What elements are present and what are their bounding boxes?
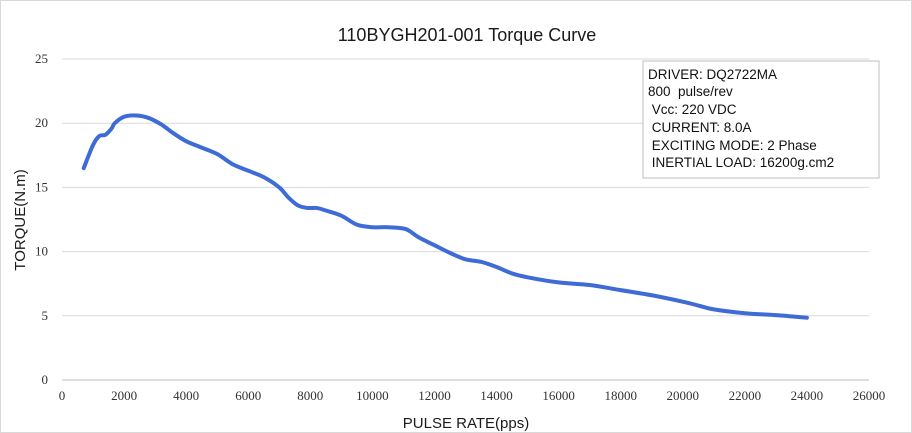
data-point xyxy=(262,175,266,179)
data-point xyxy=(401,226,405,230)
y-tick-label: 10 xyxy=(35,244,48,259)
x-tick-label: 24000 xyxy=(791,388,824,403)
info-driver: DRIVER: DQ2722MA xyxy=(648,67,777,82)
data-point xyxy=(277,185,281,189)
data-point xyxy=(134,113,138,117)
data-point xyxy=(370,225,374,229)
data-point xyxy=(557,280,561,284)
data-point xyxy=(386,225,390,229)
data-point xyxy=(712,307,716,311)
data-point xyxy=(172,131,176,135)
data-point xyxy=(510,271,514,275)
x-tick-label: 6000 xyxy=(235,388,261,403)
data-point xyxy=(464,257,468,261)
data-point xyxy=(159,122,163,126)
data-point xyxy=(355,223,359,227)
info-box-border xyxy=(642,60,880,179)
x-tick-label: 16000 xyxy=(542,388,575,403)
y-tick-label: 0 xyxy=(42,372,49,387)
x-tick-label: 14000 xyxy=(480,388,513,403)
info-current: CURRENT: 8.0A xyxy=(648,120,752,135)
data-point xyxy=(774,313,778,317)
data-point xyxy=(408,229,412,233)
x-tick-label: 4000 xyxy=(173,388,199,403)
data-point xyxy=(696,304,700,308)
data-point xyxy=(479,260,483,264)
x-tick-label: 10000 xyxy=(356,388,389,403)
data-point xyxy=(432,243,436,247)
data-point xyxy=(97,134,101,138)
y-tick-label: 25 xyxy=(35,51,48,66)
y-tick-label: 15 xyxy=(35,179,48,194)
data-point xyxy=(650,293,654,297)
data-point xyxy=(122,115,126,119)
data-point xyxy=(103,133,107,137)
data-point xyxy=(200,146,204,150)
x-tick-label: 20000 xyxy=(667,388,700,403)
data-point xyxy=(82,166,86,170)
data-point xyxy=(231,162,235,166)
info-vcc: Vcc: 220 VDC xyxy=(648,102,737,117)
y-tick-labels: 0 5 10 15 20 25 xyxy=(35,51,48,387)
data-point xyxy=(91,143,95,147)
data-point xyxy=(215,152,219,156)
data-point xyxy=(324,209,328,213)
data-point xyxy=(246,169,250,173)
y-axis-title: TORQUE(N.m) xyxy=(12,169,29,270)
data-point xyxy=(147,116,151,120)
x-tick-label: 0 xyxy=(59,388,66,403)
data-point xyxy=(743,311,747,315)
data-point xyxy=(339,214,343,218)
data-point xyxy=(417,235,421,239)
x-tick-label: 18000 xyxy=(604,388,637,403)
data-point xyxy=(184,139,188,143)
data-point xyxy=(681,300,685,304)
x-tick-labels: 0 2000 4000 6000 8000 10000 12000 14000 16000 180… xyxy=(59,388,886,403)
y-tick-label: 20 xyxy=(35,115,48,130)
info-pulse: 800 pulse/rev xyxy=(648,84,733,99)
torque-series-line xyxy=(81,113,809,320)
data-point xyxy=(495,265,499,269)
data-point xyxy=(315,206,319,210)
y-tick-label: 5 xyxy=(42,308,49,323)
chart-title: 110BYGH201-001 Torque Curve xyxy=(338,25,597,45)
data-point xyxy=(526,275,530,279)
info-exciting-mode: EXCITING MODE: 2 Phase xyxy=(648,138,817,153)
info-inertial-load: INERTIAL LOAD: 16200g.cm2 xyxy=(648,155,834,170)
x-tick-label: 12000 xyxy=(418,388,451,403)
data-point xyxy=(805,316,809,320)
x-tick-label: 8000 xyxy=(297,388,323,403)
data-point xyxy=(110,126,114,130)
data-point xyxy=(287,196,291,200)
data-point xyxy=(448,251,452,255)
data-point xyxy=(305,206,309,210)
x-axis-title: PULSE RATE(pps) xyxy=(403,415,529,432)
data-point xyxy=(619,288,623,292)
data-point xyxy=(588,283,592,287)
x-tick-label: 2000 xyxy=(111,388,137,403)
x-tick-label: 26000 xyxy=(853,388,886,403)
x-tick-label: 22000 xyxy=(729,388,762,403)
data-point xyxy=(296,203,300,207)
driver-info-box: DRIVER: DQ2722MA 800 pulse/rev Vcc: 220 … xyxy=(642,60,880,179)
data-point xyxy=(113,121,117,125)
